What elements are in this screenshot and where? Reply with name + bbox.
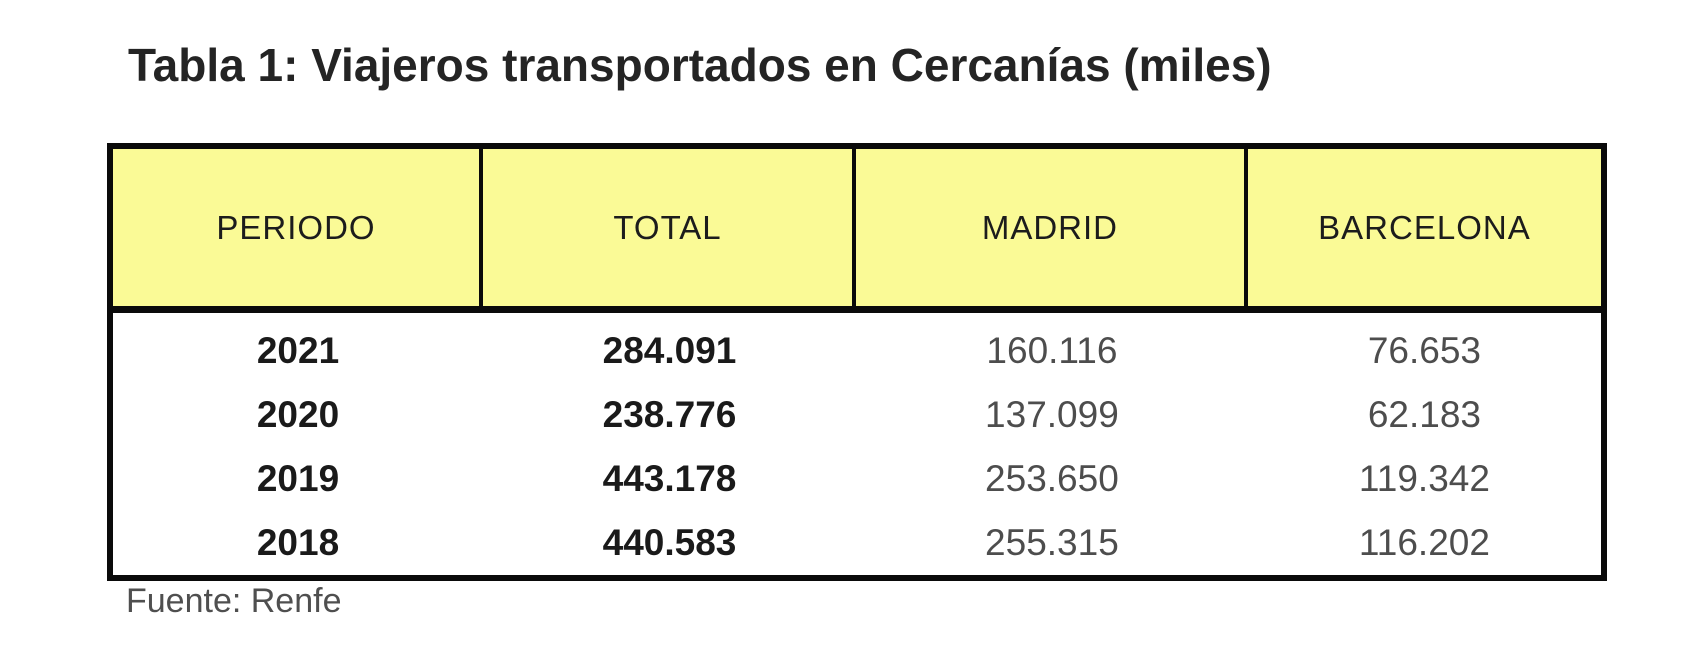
source-note: Fuente: Renfe bbox=[126, 582, 342, 620]
header-cell-barcelona: BARCELONA bbox=[1318, 208, 1531, 246]
cell-barcelona: 62.183 bbox=[1367, 394, 1481, 435]
cell-total: 284.091 bbox=[602, 330, 737, 371]
header-cell-periodo: PERIODO bbox=[113, 149, 484, 306]
cell-periodo: 2020 bbox=[256, 394, 340, 435]
table-row: 2021 284.091 160.116 76.653 bbox=[113, 319, 1601, 383]
cell-periodo: 2021 bbox=[256, 330, 340, 371]
cell-madrid: 137.099 bbox=[985, 394, 1119, 435]
cell-total: 443.178 bbox=[602, 458, 737, 499]
cell-barcelona: 116.202 bbox=[1358, 522, 1490, 563]
cell-madrid: 253.650 bbox=[985, 458, 1119, 499]
cell-periodo: 2018 bbox=[256, 522, 340, 563]
data-table: PERIODO TOTAL MADRID BARCELONA 2021 284.… bbox=[107, 143, 1607, 581]
header-cell-madrid: MADRID bbox=[856, 149, 1248, 306]
table-header-row: PERIODO TOTAL MADRID BARCELONA bbox=[113, 149, 1601, 313]
cell-madrid: 255.315 bbox=[985, 522, 1119, 563]
cell-barcelona: 76.653 bbox=[1367, 330, 1481, 371]
cell-total: 238.776 bbox=[602, 394, 737, 435]
table-title: Tabla 1: Viajeros transportados en Cerca… bbox=[128, 39, 1272, 91]
cell-madrid: 160.116 bbox=[986, 330, 1118, 371]
table-row: 2020 238.776 137.099 62.183 bbox=[113, 383, 1601, 447]
header-cell-total: TOTAL bbox=[483, 149, 856, 306]
cell-total: 440.583 bbox=[602, 522, 737, 563]
table-body: 2021 284.091 160.116 76.653 2020 238.776… bbox=[113, 319, 1601, 575]
cell-barcelona: 119.342 bbox=[1358, 458, 1490, 499]
table-row: 2018 440.583 255.315 116.202 bbox=[113, 511, 1601, 575]
table-row: 2019 443.178 253.650 119.342 bbox=[113, 447, 1601, 511]
cell-periodo: 2019 bbox=[256, 458, 340, 499]
